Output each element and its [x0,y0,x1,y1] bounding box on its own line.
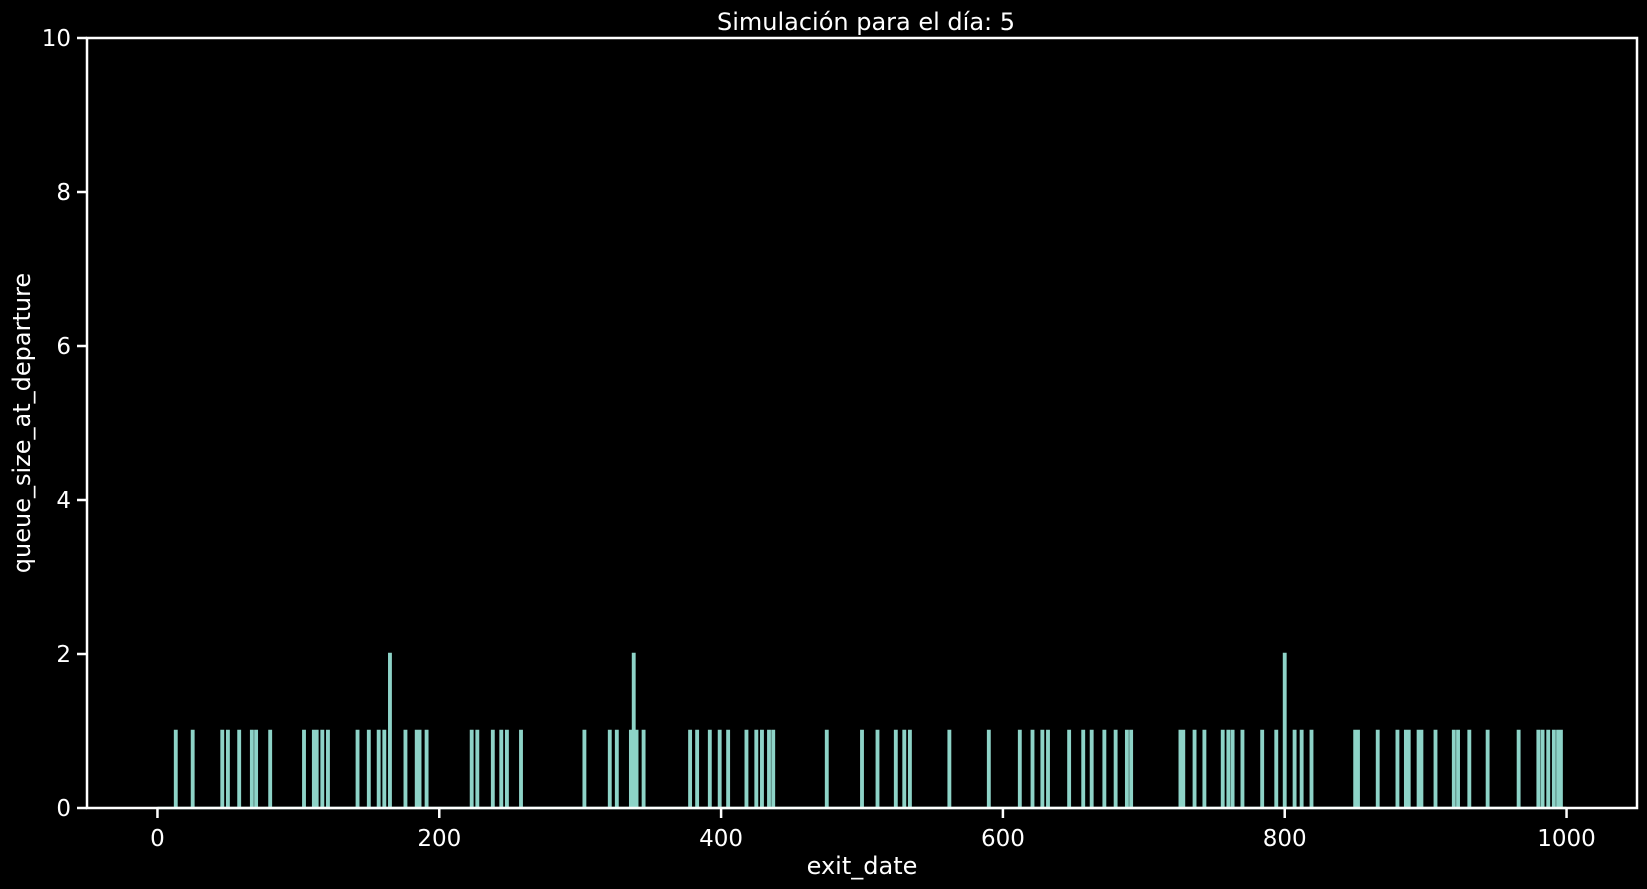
x-tick-label: 200 [417,826,461,852]
y-tick-label: 10 [42,26,71,52]
y-axis-label: queue_size_at_departure [8,273,36,573]
x-tick-label: 600 [981,826,1025,852]
chart-title: Simulación para el día: 5 [717,8,1015,36]
x-tick-label: 0 [150,826,165,852]
x-tick-label: 1000 [1537,826,1596,852]
plot-frame [85,36,1639,810]
y-tick-label: 4 [56,488,71,514]
x-axis-label: exit_date [807,852,918,880]
x-tick-label: 400 [699,826,743,852]
y-tick-label: 2 [56,642,71,668]
y-tick-label: 6 [56,334,71,360]
y-axis-ticks: 0 2 4 6 8 10 [42,26,87,822]
x-axis-ticks: 0 200 400 600 800 1000 [150,808,1596,852]
y-tick-label: 0 [56,796,71,822]
y-tick-label: 8 [56,180,71,206]
x-tick-label: 800 [1263,826,1307,852]
